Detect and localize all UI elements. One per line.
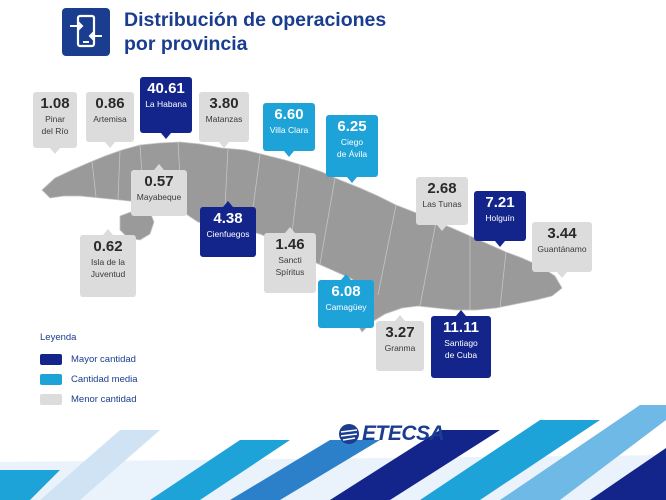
- etecsa-logo-icon: [339, 424, 359, 444]
- province-value: 3.44: [547, 225, 577, 242]
- province-name: Villa Clara: [269, 125, 309, 135]
- province-name: de Cuba: [444, 350, 478, 360]
- province-callout-santiago: 11.11 Santiago de Cuba: [431, 310, 491, 378]
- province-name: Las Tunas: [422, 199, 462, 209]
- province-name: del Río: [41, 126, 69, 136]
- title-line-2: por provincia: [124, 33, 248, 55]
- legend-label: Cantidad media: [71, 373, 138, 385]
- province-value: 1.08: [40, 95, 70, 112]
- province-name: Mayabeque: [136, 192, 182, 202]
- province-name: Artemisa: [93, 114, 127, 124]
- province-value: 40.61: [147, 80, 185, 97]
- legend-label: Menor cantidad: [71, 393, 137, 405]
- province-value: 0.86: [95, 95, 125, 112]
- province-value: 2.68: [427, 180, 457, 197]
- province-callout-sancti: 1.46 Sancti Spíritus: [264, 227, 316, 293]
- legend-title: Leyenda: [40, 332, 77, 343]
- legend-swatch-dark: [40, 353, 62, 365]
- province-callout-ciego: 6.25 Ciego de Ávila: [326, 115, 378, 183]
- province-value: 3.80: [209, 95, 239, 112]
- legend-swatch-light: [40, 393, 62, 405]
- province-value: 6.25: [337, 118, 367, 135]
- province-callout-isla: 0.62 Isla de la Juventud: [80, 229, 136, 297]
- province-name: Matanzas: [205, 114, 243, 124]
- province-value: 0.62: [93, 238, 123, 255]
- province-callout-villaclara: 6.60 Villa Clara: [263, 103, 315, 157]
- province-name: La Habana: [145, 99, 187, 109]
- logo-text: ETECSA: [362, 422, 445, 445]
- legend-item-dark: Mayor cantidad: [40, 349, 138, 369]
- province-name: Pinar: [45, 114, 65, 124]
- province-value: 6.60: [274, 106, 304, 123]
- legend-item-medium: Cantidad media: [40, 369, 138, 389]
- province-name: Isla de la: [90, 257, 126, 267]
- province-value: 4.38: [213, 210, 243, 227]
- province-callout-lastunas: 2.68 Las Tunas: [416, 177, 468, 231]
- province-value: 0.57: [144, 173, 174, 190]
- province-callout-guantanamo: 3.44 Guantánamo: [532, 222, 592, 278]
- province-name: Holguín: [485, 213, 515, 223]
- province-callout-pinar: 1.08 Pinar del Río: [33, 92, 77, 154]
- province-name: Cienfuegos: [206, 229, 250, 239]
- province-value: 1.46: [275, 236, 305, 253]
- legend-swatch-medium: [40, 373, 62, 385]
- province-value: 3.27: [385, 324, 415, 341]
- province-callout-granma: 3.27 Granma: [376, 315, 424, 371]
- legend-label: Mayor cantidad: [71, 353, 136, 365]
- legend: Leyenda Mayor cantidad Cantidad media Me…: [40, 332, 138, 409]
- province-callout-artemisa: 0.86 Artemisa: [86, 92, 134, 148]
- province-name: Sancti: [278, 255, 302, 265]
- province-callout-holguin: 7.21 Holguín: [474, 191, 526, 247]
- etecsa-logo: ETECSA: [338, 422, 445, 446]
- province-name: Spíritus: [275, 267, 305, 277]
- province-callout-matanzas: 3.80 Matanzas: [199, 92, 249, 148]
- title-line-1: Distribución de operaciones: [124, 9, 387, 31]
- province-name: Granma: [384, 343, 416, 353]
- decorative-stripes: [0, 405, 666, 500]
- province-callout-camaguey: 6.08 Camagüey: [318, 274, 374, 328]
- province-callout-cienfuegos: 4.38 Cienfuegos: [200, 201, 256, 257]
- province-name: Santiago: [444, 338, 478, 348]
- province-callout-habana: 40.61 La Habana: [140, 77, 192, 139]
- legend-item-light: Menor cantidad: [40, 389, 138, 409]
- province-value: 7.21: [485, 194, 515, 211]
- province-name: Camagüey: [325, 302, 367, 312]
- page-title: Distribución de operaciones por provinci…: [124, 8, 386, 56]
- province-name: de Ávila: [336, 149, 368, 159]
- province-name: Juventud: [90, 269, 126, 279]
- mobile-exchange-icon: [62, 8, 110, 56]
- province-value: 6.08: [331, 283, 361, 300]
- province-name: Ciego: [340, 137, 364, 147]
- province-callout-mayabeque: 0.57 Mayabeque: [131, 164, 187, 216]
- province-value: 11.11: [443, 319, 479, 336]
- province-name: Guantánamo: [537, 244, 587, 254]
